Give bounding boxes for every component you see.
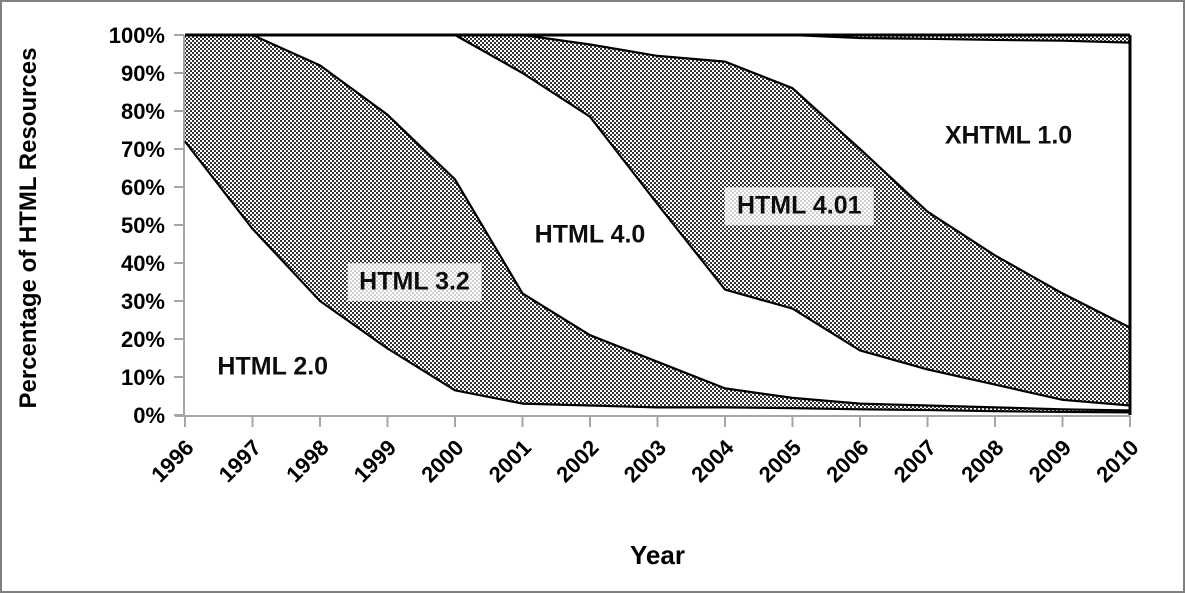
y-tick-label: 30%	[121, 289, 165, 314]
x-tick-label: 2003	[619, 435, 671, 487]
band-html-4-0	[185, 35, 1130, 411]
x-tick-label: 2002	[551, 435, 603, 487]
band-xhtml-1-0	[185, 35, 1130, 328]
band-boundary-lines	[184, 33, 1132, 415]
y-tick-label: 100%	[109, 23, 165, 48]
x-tick-label: 1998	[281, 435, 333, 487]
x-tick-label: 2004	[686, 434, 739, 487]
band-html-2-0	[185, 141, 1130, 415]
x-tick-label: 2005	[754, 435, 806, 487]
band-unlabeled-top	[185, 35, 1130, 43]
axes	[174, 34, 1131, 427]
y-tick-label: 70%	[121, 137, 165, 162]
x-tick-label: 1997	[214, 435, 266, 487]
x-tick-label: 2009	[1024, 435, 1076, 487]
x-tick-label: 2008	[956, 435, 1008, 487]
band-html-3-2	[185, 35, 1130, 413]
x-tick-label: 2007	[889, 435, 941, 487]
x-tick-label: 2010	[1091, 435, 1143, 487]
chart-label-xhtml-1-0: XHTML 1.0	[944, 120, 1073, 149]
boundary-line	[185, 33, 1131, 412]
y-tick-label: 60%	[121, 175, 165, 200]
y-tick-label: 40%	[121, 251, 165, 276]
x-tick-label: 2001	[484, 435, 536, 487]
x-tick-label: 1999	[349, 435, 401, 487]
y-tick-label: 90%	[121, 61, 165, 86]
chart-label-html-3-2: HTML 3.2	[347, 263, 482, 301]
band-html-4-01	[185, 35, 1130, 406]
y-tick-label: 80%	[121, 99, 165, 124]
x-axis-title: Year	[630, 540, 685, 570]
chart-label-html-4-01: HTML 4.01	[724, 187, 874, 225]
x-tick-label: 2000	[416, 435, 468, 487]
y-tick-label: 10%	[121, 365, 165, 390]
chart-label-html-4-0: HTML 4.0	[534, 219, 646, 248]
boundary-line	[184, 140, 1131, 414]
stacked-area-bands	[185, 35, 1130, 415]
x-tick-label: 1996	[146, 435, 198, 487]
y-tick-label: 0%	[133, 403, 165, 428]
chart-label-html-2-0: HTML 2.0	[217, 352, 329, 381]
x-tick-label: 2006	[821, 435, 873, 487]
y-axis-title: Percentage of HTML Resources	[15, 47, 42, 409]
y-tick-label: 20%	[121, 327, 165, 352]
y-tick-label: 50%	[121, 213, 165, 238]
